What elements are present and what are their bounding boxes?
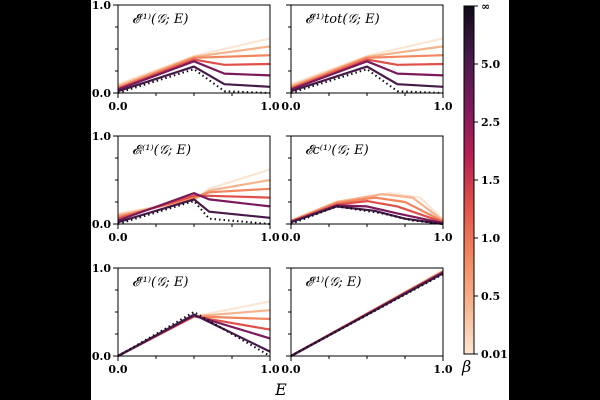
x-tick-label: 1.0 — [260, 231, 279, 244]
colorbar-tick-label: 2.5 — [481, 116, 500, 129]
x-tick-label: 0.0 — [108, 231, 127, 244]
x-tick-label: 0.0 — [108, 363, 127, 376]
colorbar: 0.01 0.5 1.0 1.5 2.5 5.0 ∞ β — [461, 0, 508, 376]
colorbar-gradient — [463, 5, 475, 355]
left-border — [0, 0, 91, 400]
panel-bottom-left: 0.0 1.0 0.0 1.0 𝓔⁽¹⁾(𝒢; E) — [92, 262, 280, 376]
y-tick-label: 0.0 — [92, 350, 111, 363]
series-line-beta-∞ — [290, 273, 444, 357]
colorbar-label: β — [461, 357, 471, 376]
x-tick-label: 1.0 — [260, 100, 279, 113]
panel-title: 𝓔⁽¹⁾tot(𝒢; E) — [305, 12, 380, 27]
x-tick-label: 1.0 — [433, 100, 452, 113]
right-border — [509, 0, 600, 400]
series-line-beta-1.5 — [290, 58, 444, 90]
series-line-beta-1.5 — [117, 58, 271, 90]
panel-title: 𝓔⁽¹⁾(𝒢; E) — [132, 12, 188, 27]
panel-middle-left: 0.0 1.0 0.0 1.0 𝓔ᵢ⁽¹⁾(𝒢; E) — [92, 130, 280, 244]
y-tick-label: 0.0 — [92, 87, 111, 100]
series-line-beta-∞ — [117, 68, 271, 94]
series-line-beta-∞ — [290, 205, 444, 225]
x-tick-label: 0.0 — [281, 363, 300, 376]
series-line-beta-∞ — [290, 68, 444, 94]
x-tick-label: 1.0 — [260, 363, 279, 376]
series-line-beta-2.5 — [117, 192, 271, 222]
series-line-beta-∞ — [117, 200, 271, 225]
y-tick-label: 1.0 — [92, 262, 111, 275]
colorbar-tick-label: 0.5 — [481, 290, 500, 303]
panel-title: 𝓔ᵢ⁽¹⁾(𝒢; E) — [132, 143, 191, 158]
colorbar-tick-label: ∞ — [481, 0, 490, 13]
x-tick-label: 1.0 — [433, 231, 452, 244]
series-line-beta-5.0 — [117, 313, 271, 357]
x-tick-label: 0.0 — [281, 100, 300, 113]
panels: 0.0 1.00.01.0𝓔⁽¹⁾(𝒢; E)0.0 1.0𝓔⁽¹⁾tot(𝒢; E… — [92, 0, 453, 376]
colorbar-tick-label: 1.5 — [481, 174, 500, 187]
x-tick-label: 0.0 — [281, 231, 300, 244]
colorbar-tick-label: 0.01 — [481, 348, 508, 361]
panel-bottom-right: 0.0 1.0 𝓔⁽¹⁾(𝒢; E) — [281, 267, 453, 376]
x-tick-label: 1.0 — [433, 363, 452, 376]
series-line-beta-1.0 — [290, 54, 444, 89]
colorbar-tick-label: 5.0 — [481, 58, 500, 71]
y-tick-label: 1.0 — [92, 0, 111, 12]
panel-middle-right: 0.0 1.0 𝓔c⁽¹⁾(𝒢; E) — [281, 135, 453, 244]
y-tick-label: 1.0 — [92, 130, 111, 143]
y-tick-label: 0.0 — [92, 218, 111, 231]
x-tick-label: 0.0 — [108, 100, 127, 113]
series-line-beta-5.0 — [117, 65, 271, 93]
colorbar-tick-label: 1.0 — [481, 232, 500, 245]
x-axis-label: E — [274, 380, 287, 399]
series-line-beta-1.0 — [117, 54, 271, 89]
panel-top-left: 0.0 1.0 0.0 1.0 𝓔⁽¹⁾(𝒢; E) — [92, 0, 280, 113]
panel-title: 𝓔c⁽¹⁾(𝒢; E) — [305, 143, 369, 158]
series-line-beta-5.0 — [290, 65, 444, 93]
series-line-beta-5.0 — [117, 198, 271, 224]
panel-title: 𝓔⁽¹⁾(𝒢; E) — [132, 275, 188, 290]
panel-title: 𝓔⁽¹⁾(𝒢; E) — [305, 275, 361, 290]
series-line-beta-2.5 — [117, 60, 271, 91]
panel-top-right: 0.0 1.0 𝓔⁽¹⁾tot(𝒢; E) — [281, 4, 453, 113]
series-line-beta-2.5 — [290, 60, 444, 91]
